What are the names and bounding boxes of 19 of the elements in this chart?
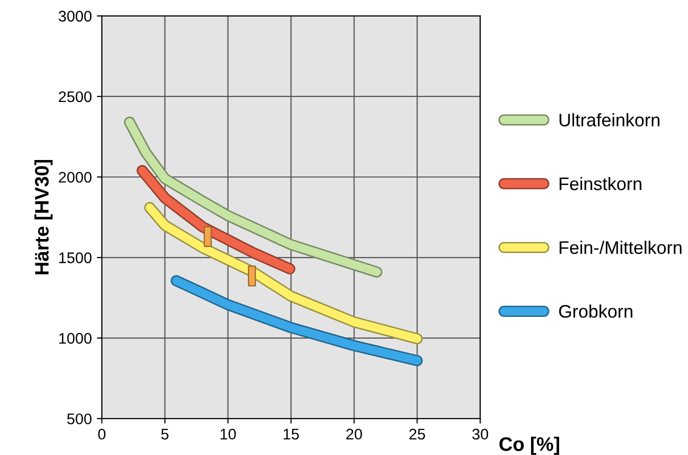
y-axis-title: Härte [HV30] bbox=[34, 160, 53, 274]
y-tick-label: 1000 bbox=[59, 332, 92, 344]
x-tick-label: 30 bbox=[472, 428, 488, 440]
x-tick-label: 20 bbox=[346, 428, 362, 440]
y-tick-label: 2500 bbox=[58, 91, 92, 102]
x-tick-label: 15 bbox=[284, 428, 299, 440]
y-tick-label: 3000 bbox=[58, 10, 92, 22]
legend-label: Grobkorn bbox=[559, 304, 632, 318]
x-tick-label: 0 bbox=[98, 428, 106, 440]
y-tick-label: 1500 bbox=[59, 252, 92, 264]
y-tick-label: 500 bbox=[67, 413, 92, 424]
x-axis-title: Co [%] bbox=[499, 436, 560, 455]
legend-label: Feinstkorn bbox=[560, 176, 642, 190]
x-tick-label: 25 bbox=[409, 428, 426, 440]
y-tick-label: 2000 bbox=[58, 172, 92, 183]
x-tick-label: 5 bbox=[161, 428, 168, 440]
legend-label: Ultrafeinkorn bbox=[560, 113, 660, 126]
x-tick-label: 10 bbox=[220, 428, 236, 440]
legend-label: Fein-/Mittelkorn bbox=[560, 240, 682, 254]
